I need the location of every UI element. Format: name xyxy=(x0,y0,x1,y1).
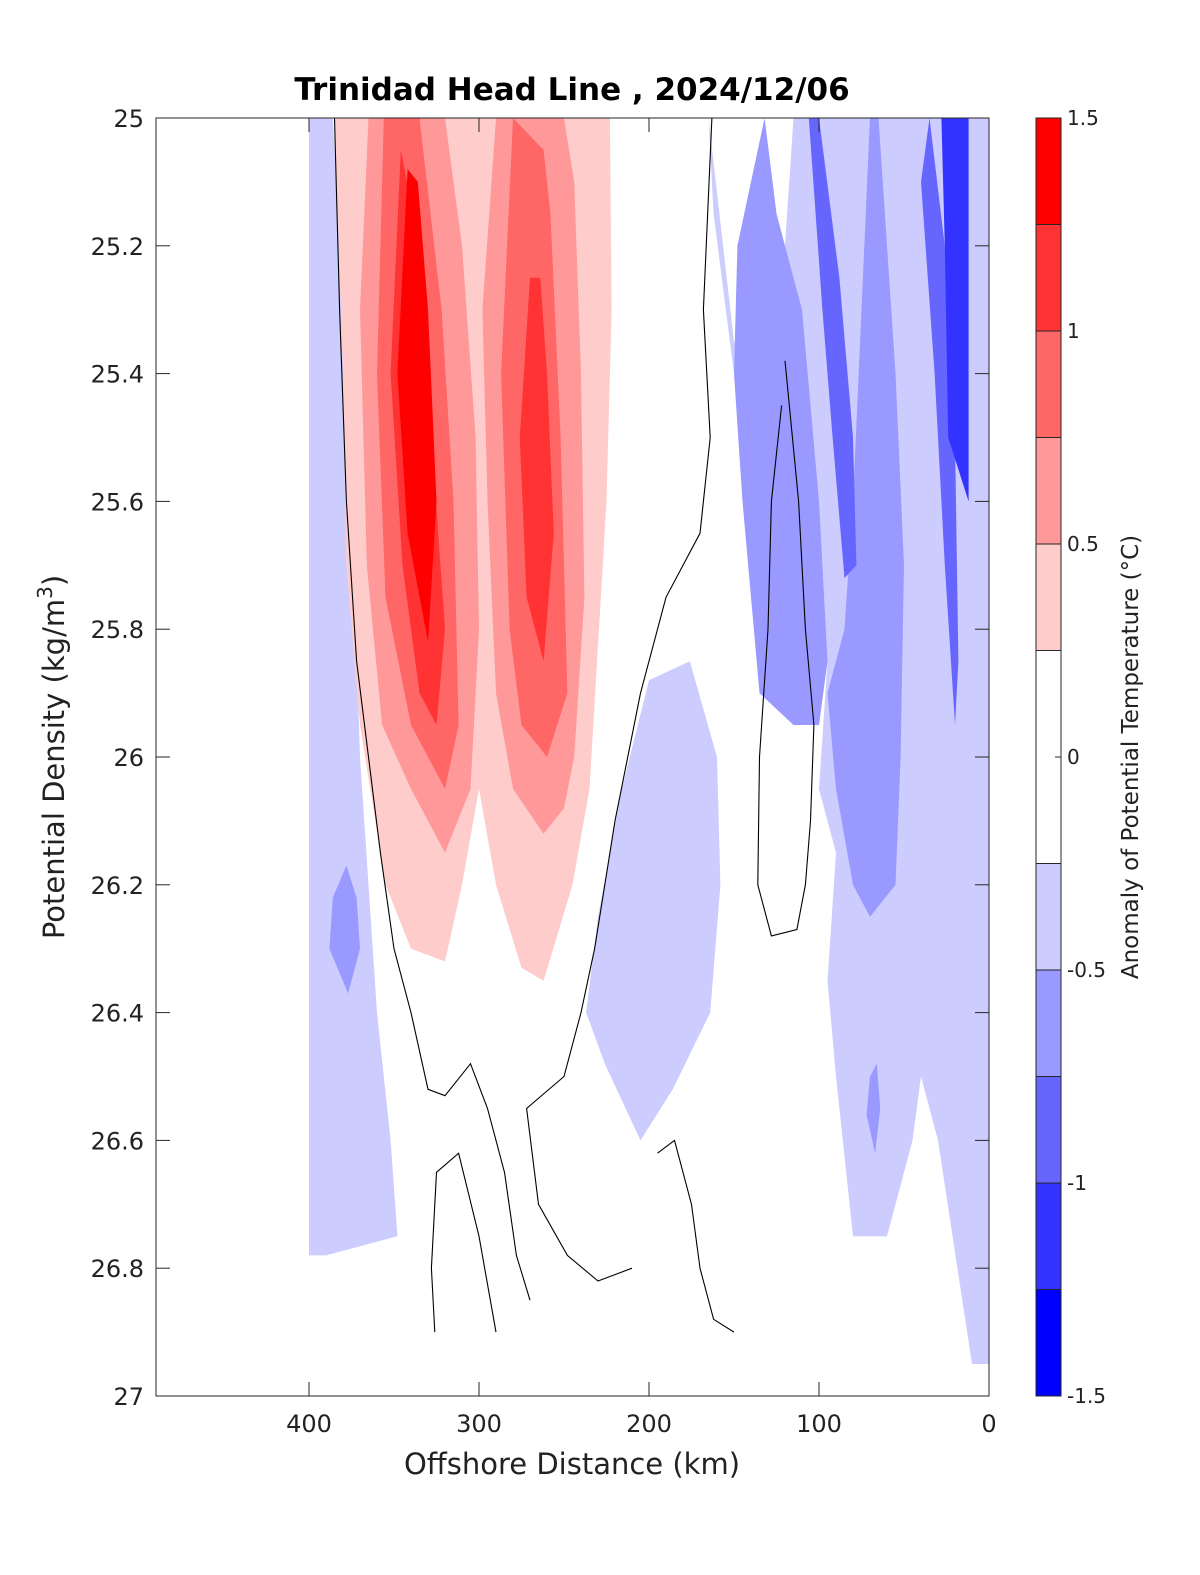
zero-contour-line-2 xyxy=(526,118,713,1282)
y-tick-label: 25.6 xyxy=(91,488,144,516)
zero-contour-line-4 xyxy=(430,1152,497,1333)
colorbar-tick-label: 1.5 xyxy=(1067,106,1099,130)
colorbar-tick-label: -1.5 xyxy=(1067,1384,1106,1408)
plot-area xyxy=(156,118,989,1396)
y-tick-label: 26 xyxy=(113,744,144,772)
x-axis-label: Offshore Distance (km) xyxy=(404,1447,740,1481)
colorbar-segment xyxy=(1036,1183,1061,1290)
colorbar-tick-label: 0 xyxy=(1067,745,1080,769)
y-tick-label: 25.2 xyxy=(91,233,144,261)
colorbar-label: Anomaly of Potential Temperature (°C) xyxy=(1118,535,1144,979)
colorbar-segment xyxy=(1036,970,1061,1077)
contour-region-cool-blue-coast xyxy=(941,118,969,502)
y-tick-label: 27 xyxy=(113,1383,144,1411)
colorbar-tick-label: -0.5 xyxy=(1067,958,1106,982)
zero-contour-line-3 xyxy=(757,360,815,937)
y-tick-label: 25 xyxy=(113,105,144,133)
y-tick-label: 26.8 xyxy=(91,1255,144,1283)
colorbar: 1.5 1 0.5 0 -0.5 -1 -1.5 xyxy=(1035,106,1106,1408)
colorbar-segment xyxy=(1036,544,1061,651)
contour-region-cool-light-mid xyxy=(586,661,721,1141)
contour-region-warm-hot-east xyxy=(519,277,554,662)
colorbar-segment xyxy=(1036,1076,1061,1183)
colorbar-tick-label: 0.5 xyxy=(1067,532,1099,556)
contour-region-cool-med-east xyxy=(734,118,828,725)
zero-contour-line-5 xyxy=(657,1139,735,1333)
y-tick-label: 25.4 xyxy=(91,361,144,389)
colorbar-segment xyxy=(1036,118,1061,225)
contour-region-cool-patch-east xyxy=(866,1063,881,1154)
y-axis-label-close: ) xyxy=(37,575,71,586)
colorbar-segment xyxy=(1036,437,1061,544)
colorbar-segment xyxy=(1036,863,1061,970)
x-tick-label: 200 xyxy=(626,1410,672,1438)
filled-contours xyxy=(309,118,989,1364)
colorbar-segment xyxy=(1036,1289,1061,1396)
contour-region-cool-dark-coast xyxy=(921,118,959,725)
contour-region-cool-patch-left xyxy=(329,865,360,994)
colorbar-segment xyxy=(1036,224,1061,331)
x-tick-label: 300 xyxy=(456,1410,502,1438)
y-axis-label: Potential Density (kg/m3) xyxy=(33,575,71,939)
y-tick-label: 26.6 xyxy=(91,1127,144,1155)
contour-region-warm-max-west xyxy=(397,169,437,642)
y-axis-label-superscript: 3 xyxy=(33,586,57,599)
colorbar-segment xyxy=(1036,331,1061,438)
chart-title: Trinidad Head Line , 2024/12/06 xyxy=(294,72,849,108)
y-tick-label: 26.2 xyxy=(91,872,144,900)
y-axis-label-main: Potential Density (kg/m xyxy=(37,599,71,939)
zero-contour-line-1 xyxy=(333,118,531,1301)
axes: 400 300 200 100 0 25 25.2 25.4 25.6 25.8 26 26.2 26.… xyxy=(91,105,997,1438)
x-tick-label: 100 xyxy=(796,1410,842,1438)
y-tick-label: 26.4 xyxy=(91,1000,144,1028)
colorbar-tick-label: -1 xyxy=(1067,1171,1087,1195)
contour-region-cool-dark-nearshore xyxy=(808,118,857,579)
x-tick-label: 400 xyxy=(286,1410,332,1438)
colorbar-tick-label: 1 xyxy=(1067,319,1080,343)
contour-region-cool-med-nearshore xyxy=(827,118,904,917)
y-tick-label: 25.8 xyxy=(91,616,144,644)
x-tick-label: 0 xyxy=(981,1410,996,1438)
contour-region-cool-light-left xyxy=(309,118,398,1256)
